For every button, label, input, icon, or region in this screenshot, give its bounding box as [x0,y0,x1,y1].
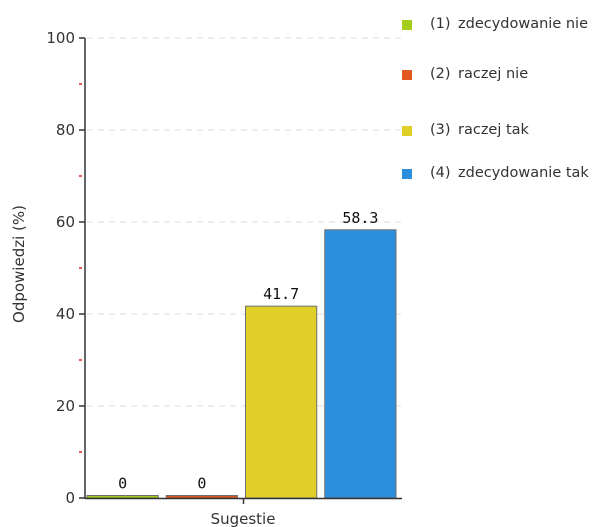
bar-value-label: 0 [197,475,206,493]
bar [324,229,397,499]
legend: (1) zdecydowanie nie (2) raczej nie (3) rac… [402,16,607,205]
y-tick-label: 100 [46,29,75,47]
legend-item: (3) raczej tak [402,122,607,165]
x-axis-label: Sugestie [211,510,276,527]
y-axis-label: Odpowiedzi (%) [10,205,28,323]
legend-swatch [402,70,412,80]
y-tick-label: 60 [56,213,75,231]
legend-item: (2) raczej nie [402,66,607,122]
legend-swatch [402,20,412,30]
legend-number: (4) [430,165,451,181]
legend-number: (2) [430,66,451,82]
legend-item: (1) zdecydowanie nie [402,16,607,66]
y-tick-label: 0 [65,489,75,507]
legend-swatch [402,126,412,136]
y-tick-label: 80 [56,121,75,139]
legend-label: zdecydowanie tak [458,165,589,181]
bar [245,305,318,499]
bar-value-labels: 0 0 41.7 58.3 [118,209,378,493]
grid-lines [87,37,402,407]
axes [79,37,402,504]
bar [86,495,159,499]
bar-value-label: 41.7 [263,285,299,303]
y-tick-labels: 0 20 40 60 80 100 [46,29,75,507]
legend-number: (1) [430,16,451,32]
legend-label: raczej nie [458,66,529,82]
bars [86,229,397,499]
bar-value-label: 0 [118,475,127,493]
legend-swatch [402,169,412,179]
bar-value-label: 58.3 [342,209,378,227]
legend-item: (4) zdecydowanie tak [402,165,607,205]
bar [165,495,238,499]
legend-label: raczej tak [458,122,529,138]
legend-number: (3) [430,122,451,138]
minor-ticks [79,83,82,453]
y-tick-label: 20 [56,397,75,415]
y-tick-label: 40 [56,305,75,323]
legend-label: zdecydowanie nie [458,16,588,32]
